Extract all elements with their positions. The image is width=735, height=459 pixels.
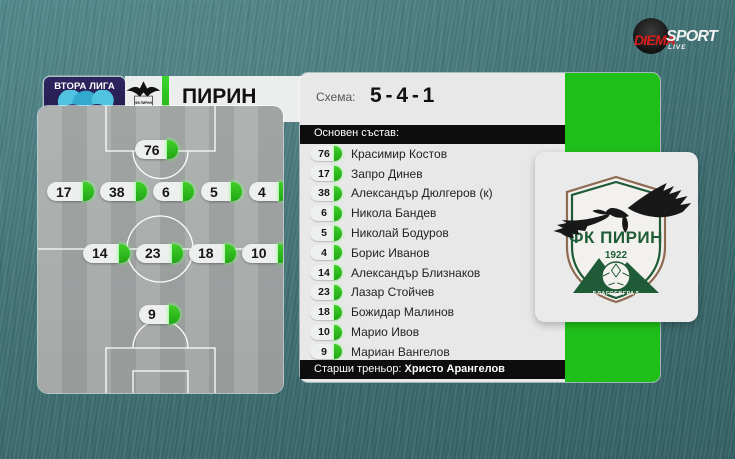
svg-text:ФК ПИРИН: ФК ПИРИН [135, 101, 152, 105]
svg-text:БЛАГОЕВГРАД: БЛАГОЕВГРАД [593, 291, 640, 297]
svg-text:ФК ПИРИН: ФК ПИРИН [569, 228, 663, 247]
svg-text:1922: 1922 [605, 250, 628, 261]
